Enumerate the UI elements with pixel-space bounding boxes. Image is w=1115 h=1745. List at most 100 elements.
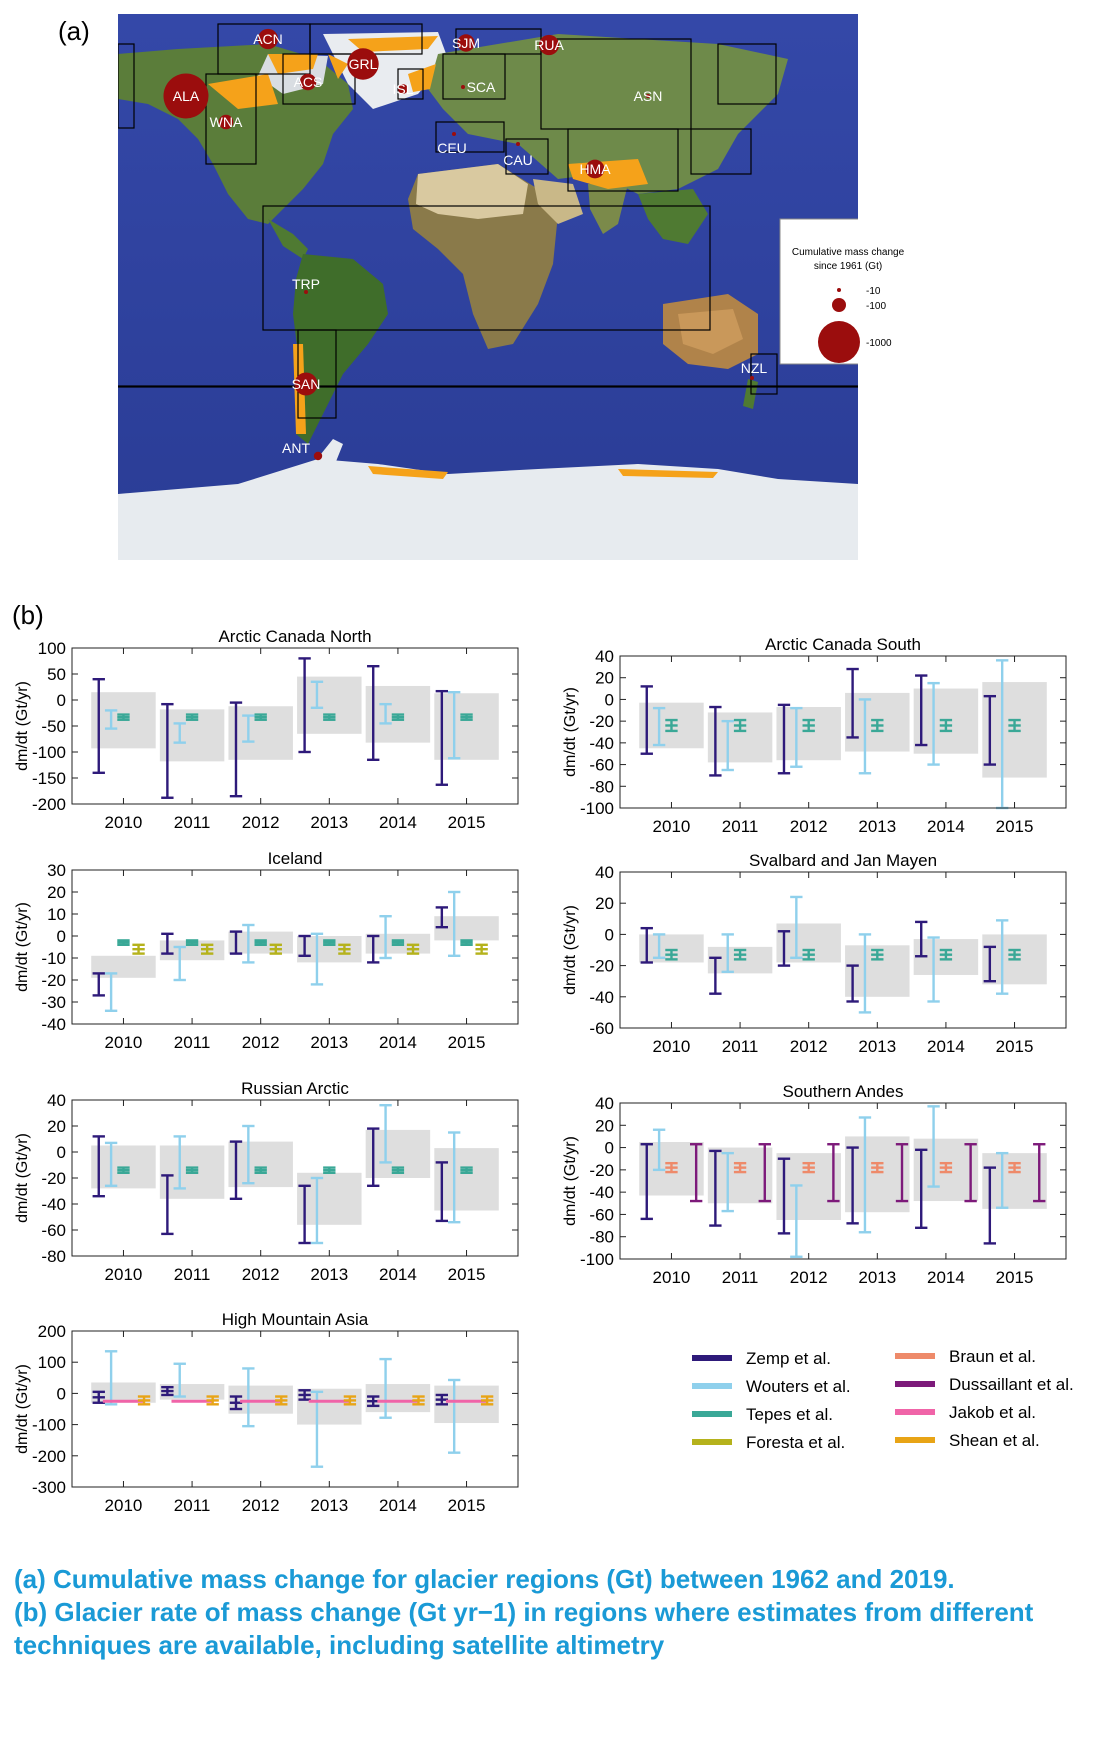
ytick-label-2: -30 (41, 993, 66, 1012)
errorbar-wouters-6-5 (448, 1378, 461, 1454)
grey-box-1-2 (776, 707, 841, 761)
antarctic-peninsula (313, 439, 343, 469)
errorbar-wouters-4-1 (173, 1135, 186, 1190)
errorbar-tepes-2-0 (117, 939, 130, 946)
ytick-label-2: -20 (41, 971, 66, 990)
xtick-label-6-2: 2012 (242, 1496, 280, 1515)
region-label-wna: WNA (210, 114, 243, 130)
xtick-label-3-2: 2012 (790, 1037, 828, 1056)
errorbar-shean-6-4 (412, 1395, 425, 1406)
xtick-label-0-2: 2012 (242, 813, 280, 832)
xtick-label-1-4: 2014 (927, 817, 965, 836)
xtick-label-2-4: 2014 (379, 1033, 417, 1052)
bubble-trp (304, 290, 308, 294)
xtick-label-1-5: 2015 (996, 817, 1034, 836)
panel-b-label: (b) (12, 600, 44, 630)
xtick-label-6-5: 2015 (448, 1496, 486, 1515)
grey-box-4-3 (297, 1172, 362, 1225)
ylabel-4: dm/dt (Gt/yr) (14, 1133, 31, 1223)
ytick-label-0: -50 (41, 717, 66, 736)
ytick-label-6: 200 (38, 1322, 66, 1341)
errorbar-tepes-0-5 (460, 713, 473, 721)
errorbar-tepes-3-1 (733, 948, 747, 961)
plot-frame-3 (619, 871, 1067, 1029)
errorbar-wouters-5-4 (927, 1105, 940, 1188)
errorbar-wouters-1-3 (858, 698, 872, 775)
errorbar-dussaillant-5-3 (895, 1143, 909, 1203)
xtick-label-2-5: 2015 (448, 1033, 486, 1052)
xtick-label-5-5: 2015 (996, 1268, 1034, 1287)
errorbar-wouters-6-3 (310, 1390, 324, 1468)
errorbar-foresta-2-0 (132, 943, 145, 955)
southeast-asia (638, 189, 708, 244)
xtick-label-3-1: 2011 (722, 1037, 759, 1056)
grey-box-6-4 (365, 1384, 431, 1413)
ytick-label-3: 0 (605, 925, 614, 944)
map-legend-label-100: -100 (866, 301, 886, 312)
errorbar-zemp-0-2 (229, 701, 243, 798)
chart-6: High Mountain Asia 200 100 0 -100 -200 -300 201… (14, 1310, 519, 1515)
errorbar-zemp-4-5 (435, 1161, 449, 1223)
errorbar-zemp-5-0 (640, 1143, 653, 1221)
errorbar-tepes-1-3 (871, 718, 884, 733)
map-legend-title-line1: Cumulative mass change (791, 247, 905, 258)
errorbar-shean-6-5 (480, 1395, 494, 1406)
ytick-label-4: 20 (47, 1117, 66, 1136)
ytick-label-6: -200 (32, 1447, 66, 1466)
map-legend-title: Cumulative mass change since 1961 (Gt) (782, 246, 914, 274)
errorbar-zemp-6-3 (298, 1389, 311, 1401)
errorbar-tepes-1-0 (665, 718, 678, 733)
errorbar-zemp-6-2 (229, 1395, 243, 1411)
errorbar-wouters-3-0 (652, 933, 666, 959)
errorbar-tepes-0-1 (185, 713, 199, 721)
legend-entry-5: Dussaillant et al. (895, 1375, 1074, 1394)
errorbar-zemp-5-3 (846, 1146, 859, 1225)
ytick-label-1: -100 (580, 799, 614, 818)
xtick-label-1-2: 2012 (790, 817, 828, 836)
errorbar-zemp-0-5 (435, 689, 449, 786)
errorbar-zemp-6-4 (367, 1395, 380, 1408)
errorbar-wouters-2-1 (173, 945, 186, 982)
xtick-label-0-3: 2013 (310, 813, 348, 832)
errorbar-shean-6-2 (275, 1395, 288, 1406)
figure-caption: (a) Cumulative mass change for glacier r… (14, 1563, 1104, 1662)
ytick-label-3: 40 (595, 863, 614, 882)
ytick-label-6: -100 (32, 1416, 66, 1435)
errorbar-zemp-4-0 (92, 1135, 105, 1198)
errorbar-wouters-1-1 (721, 719, 734, 772)
errorbar-zemp-6-1 (161, 1385, 174, 1397)
bubble-cau (516, 142, 520, 146)
xtick-label-5-2: 2012 (790, 1268, 828, 1287)
legend-label-6: Jakob et al. (949, 1403, 1036, 1422)
errorbar-zemp-2-2 (229, 930, 243, 955)
legend-label-5: Dussaillant et al. (949, 1375, 1074, 1394)
ytick-label-0: -150 (32, 769, 66, 788)
errorbar-zemp-2-5 (435, 906, 449, 929)
bubble-isl (398, 84, 408, 94)
legend-entry-4: Braun et al. (895, 1347, 1036, 1366)
ytick-label-4: -20 (41, 1169, 66, 1188)
europe-asia (428, 34, 788, 194)
plot-frame-2 (71, 869, 519, 1025)
ytick-label-0: 100 (38, 639, 66, 658)
legend-label-4: Braun et al. (949, 1347, 1036, 1366)
chart-5: Southern Andes 40 20 0 -20 -40 -60 -80 -100 2010 2… (562, 1082, 1067, 1287)
xtick-label-6-1: 2011 (174, 1496, 211, 1515)
chart-1: Arctic Canada South 40 20 0 -20 -40 -60 -80 -100… (562, 635, 1067, 836)
xtick-label-4-2: 2012 (242, 1265, 280, 1284)
errorbar-wouters-0-3 (310, 680, 324, 710)
xtick-label-0-1: 2011 (174, 813, 211, 832)
xtick-label-5-4: 2014 (927, 1268, 965, 1287)
legend-entry-2: Tepes et al. (692, 1405, 833, 1424)
errorbar-foresta-2-1 (200, 943, 214, 955)
errorbar-tepes-4-2 (254, 1166, 267, 1174)
xtick-label-2-1: 2011 (174, 1033, 211, 1052)
errorbar-wouters-3-3 (858, 933, 872, 1014)
world-map: ALA ACN GRL SJM RUA ACS ISL SCA ASN WNA CEU CAU HMA T… (118, 14, 858, 560)
bubble-acs (299, 73, 317, 91)
legend-label-0: Zemp et al. (746, 1349, 831, 1368)
chart-3: Svalbard and Jan Mayen 40 20 0 -20 -40 -60 2010… (562, 851, 1067, 1056)
errorbar-tepes-3-5 (1008, 948, 1021, 961)
xtick-label-4-4: 2014 (379, 1265, 417, 1284)
ytick-label-0: -200 (32, 795, 66, 814)
